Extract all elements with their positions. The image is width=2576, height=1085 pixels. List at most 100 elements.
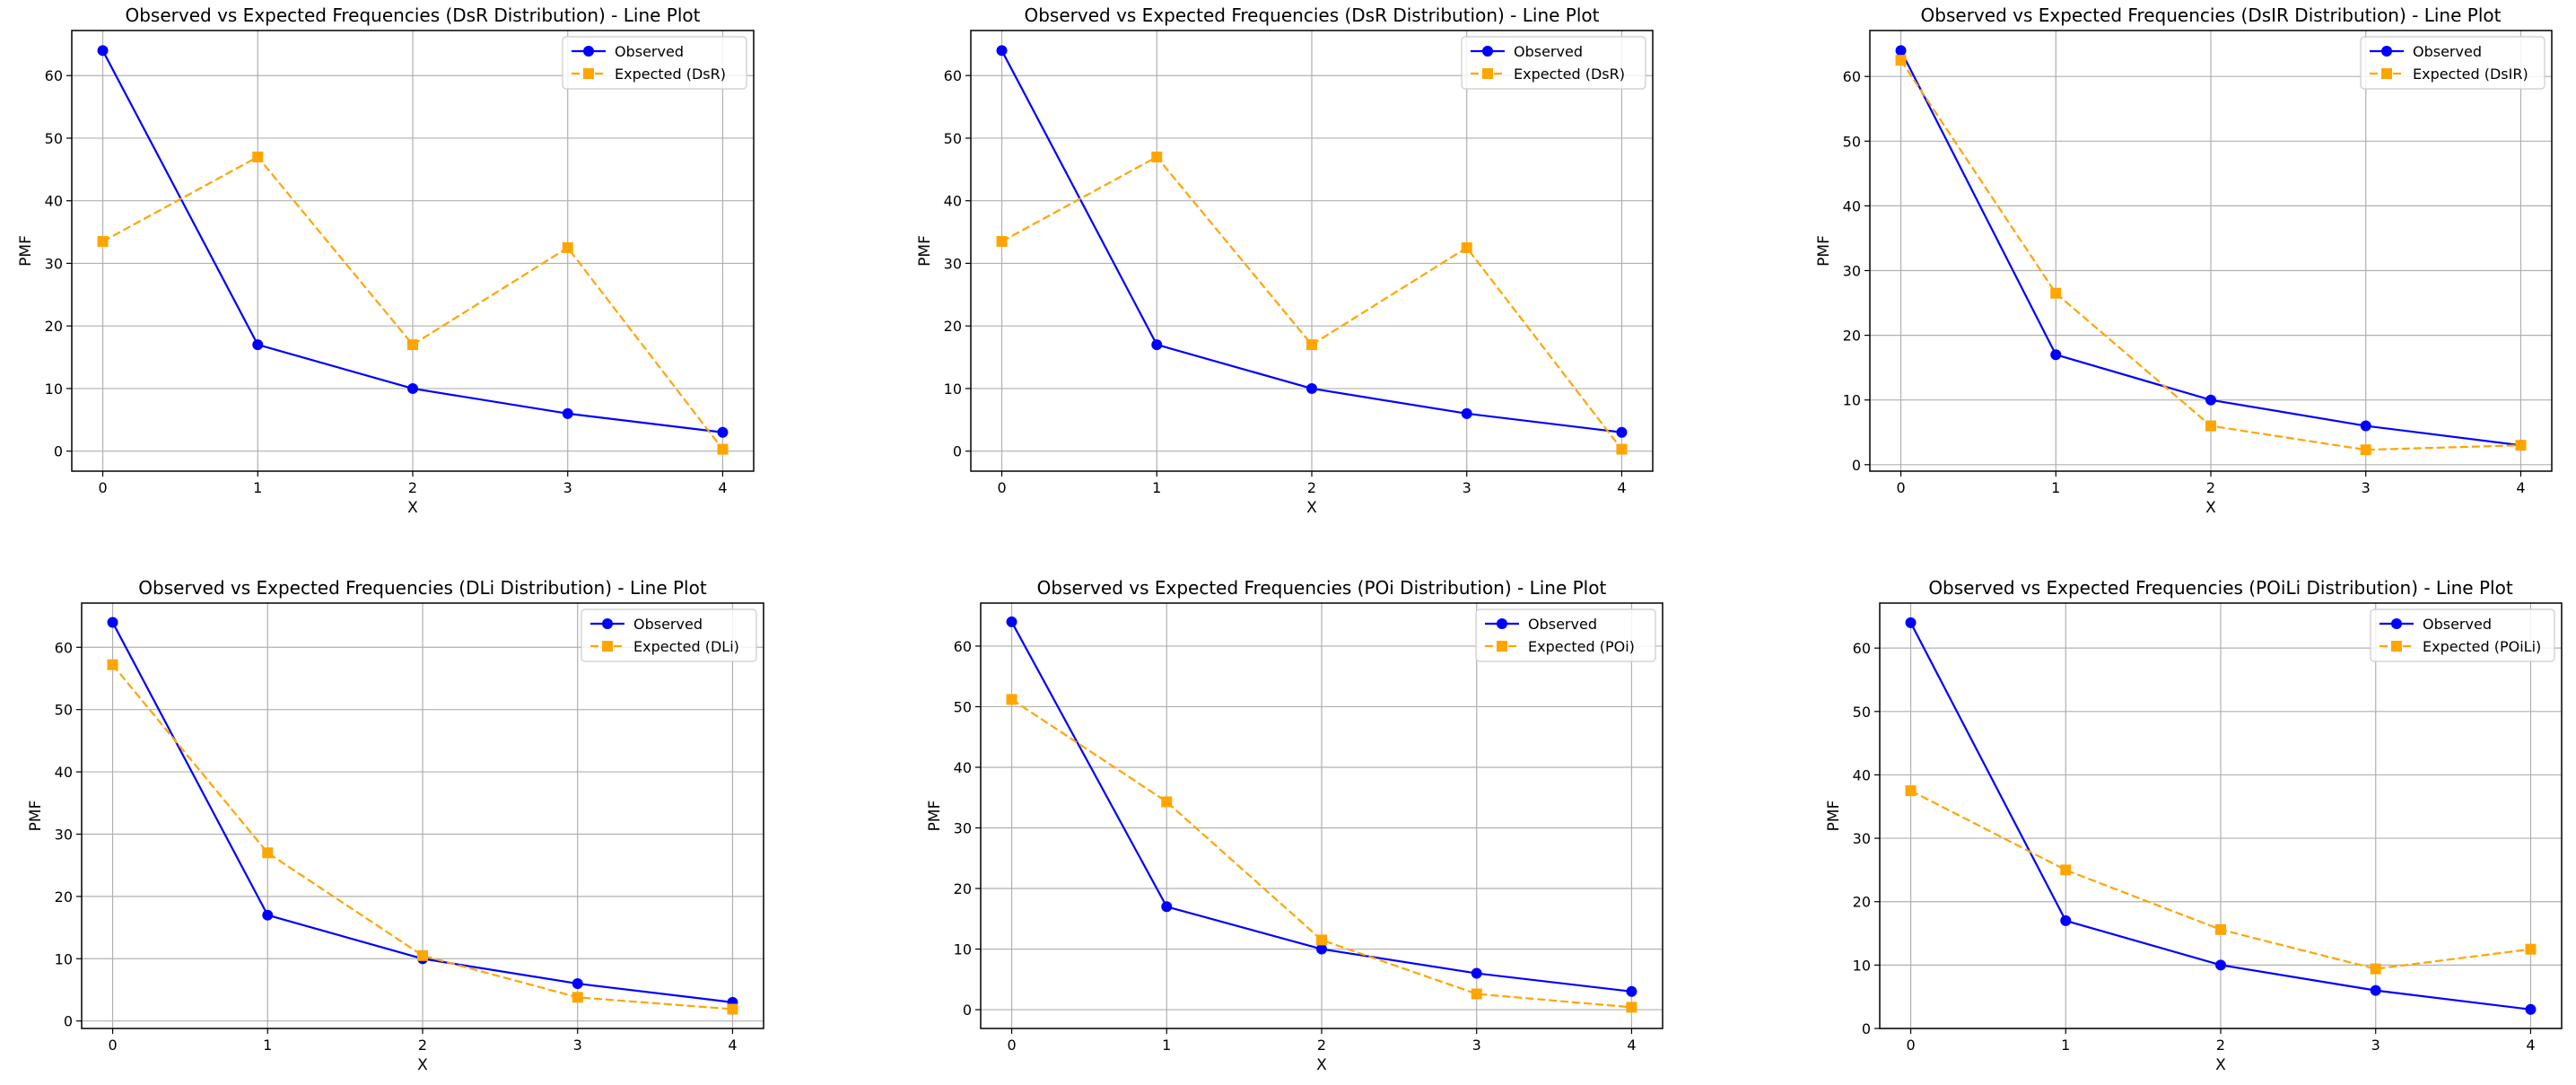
x-tick-label: 3 [2362,479,2371,496]
y-tick-label: 30 [1853,830,1871,847]
legend-label: Expected (POiLi) [2423,638,2541,655]
y-tick-label: 60 [1853,640,1871,657]
x-tick-label: 0 [108,1037,117,1054]
observed-point [996,45,1008,57]
y-tick-label: 0 [1862,1020,1871,1037]
x-tick-label: 1 [1152,479,1161,496]
legend-box [562,36,747,90]
x-tick-label: 4 [1617,479,1626,496]
observed-point [2215,959,2226,971]
y-tick-label: 0 [54,443,63,460]
legend-box [1461,36,1646,90]
observed-point [1306,382,1317,394]
expected-point [1461,242,1472,254]
observed-point [262,909,274,921]
y-tick-label: 60 [954,638,972,655]
expected-point [717,443,729,455]
expected-point [2515,440,2527,451]
y-tick-label: 50 [1843,133,1861,150]
expected-point [252,151,264,162]
observed-point [2360,420,2371,432]
expected-point [2215,923,2226,935]
y-tick-label: 60 [45,67,63,84]
y-tick-label: 20 [55,888,73,906]
y-tick-label: 30 [944,255,962,272]
chart-title: Observed vs Expected Frequencies (DsIR D… [1921,4,2502,26]
expected-point [262,847,274,859]
x-tick-label: 0 [1896,479,1905,496]
y-tick-label: 60 [55,639,73,656]
expected-point [1306,339,1317,351]
legend: Observed Expected (POi) [1475,608,1656,662]
expected-point [1905,785,1917,797]
x-tick-label: 2 [408,479,417,496]
legend-label: Observed [615,43,684,60]
observed-point [1471,967,1482,979]
x-tick-label: 2 [1307,479,1316,496]
y-tick-label: 20 [1843,328,1861,345]
legend: Observed Expected (DsR) [1461,36,1646,90]
legend-label: Observed [1528,616,1597,633]
observed-point [1895,45,1907,57]
series-line-expected [111,664,733,1011]
x-tick-label: 1 [1162,1037,1171,1054]
y-tick-label: 0 [953,443,962,460]
y-axis-label: PMF [916,235,934,267]
observed-point [1616,426,1628,438]
observed-point [1316,943,1327,955]
legend-label: Expected (DsR) [615,66,726,83]
expected-point [1471,988,1482,1000]
y-tick-label: 60 [944,67,962,84]
x-tick-label: 2 [2206,479,2215,496]
y-axis-label: PMF [17,235,35,267]
legend-marker-observed [2391,618,2402,629]
legend-marker-expected [1497,641,1507,652]
y-tick-label: 50 [45,130,63,147]
y-axis-label: PMF [926,801,944,832]
x-tick-label: 2 [2216,1037,2225,1054]
x-axis-label: X [1316,1056,1327,1074]
y-tick-label: 0 [1852,457,1861,474]
observed-point [252,339,264,351]
legend-box [2370,608,2555,662]
x-tick-label: 0 [1906,1037,1915,1054]
legend-label: Expected (DsR) [1514,66,1625,83]
x-tick-label: 3 [1463,479,1471,496]
expected-point [1626,1002,1637,1013]
y-tick-label: 20 [1853,894,1871,911]
y-tick-label: 20 [45,318,63,335]
y-tick-label: 40 [1853,766,1871,783]
legend-box [581,608,757,662]
expected-point [1006,694,1017,705]
legend-box [1475,608,1656,662]
chart-title: Observed vs Expected Frequencies (DsR Di… [125,4,700,26]
x-tick-label: 1 [263,1037,272,1054]
y-tick-label: 30 [55,826,73,843]
x-axis-label: X [2215,1056,2226,1074]
x-tick-label: 1 [253,479,262,496]
x-axis-label: X [1306,499,1317,517]
legend-marker-observed [2381,46,2392,57]
legend: Observed Expected (DsR) [562,36,747,90]
x-tick-label: 1 [2061,1037,2070,1054]
observed-point [1006,616,1017,627]
expected-point [1161,796,1173,808]
legend-marker-observed [1497,618,1507,629]
observed-point [2525,1003,2537,1015]
expected-point [107,659,118,670]
expected-point [97,236,109,248]
x-axis-label: X [2205,499,2216,517]
observed-point [1905,617,1917,628]
expected-point [2050,287,2062,299]
observed-point [1461,407,1472,419]
expected-point [562,242,573,254]
legend-label: Observed [1514,43,1583,60]
observed-point [562,407,573,419]
expected-point [2060,864,2072,876]
expected-point [2205,420,2216,432]
